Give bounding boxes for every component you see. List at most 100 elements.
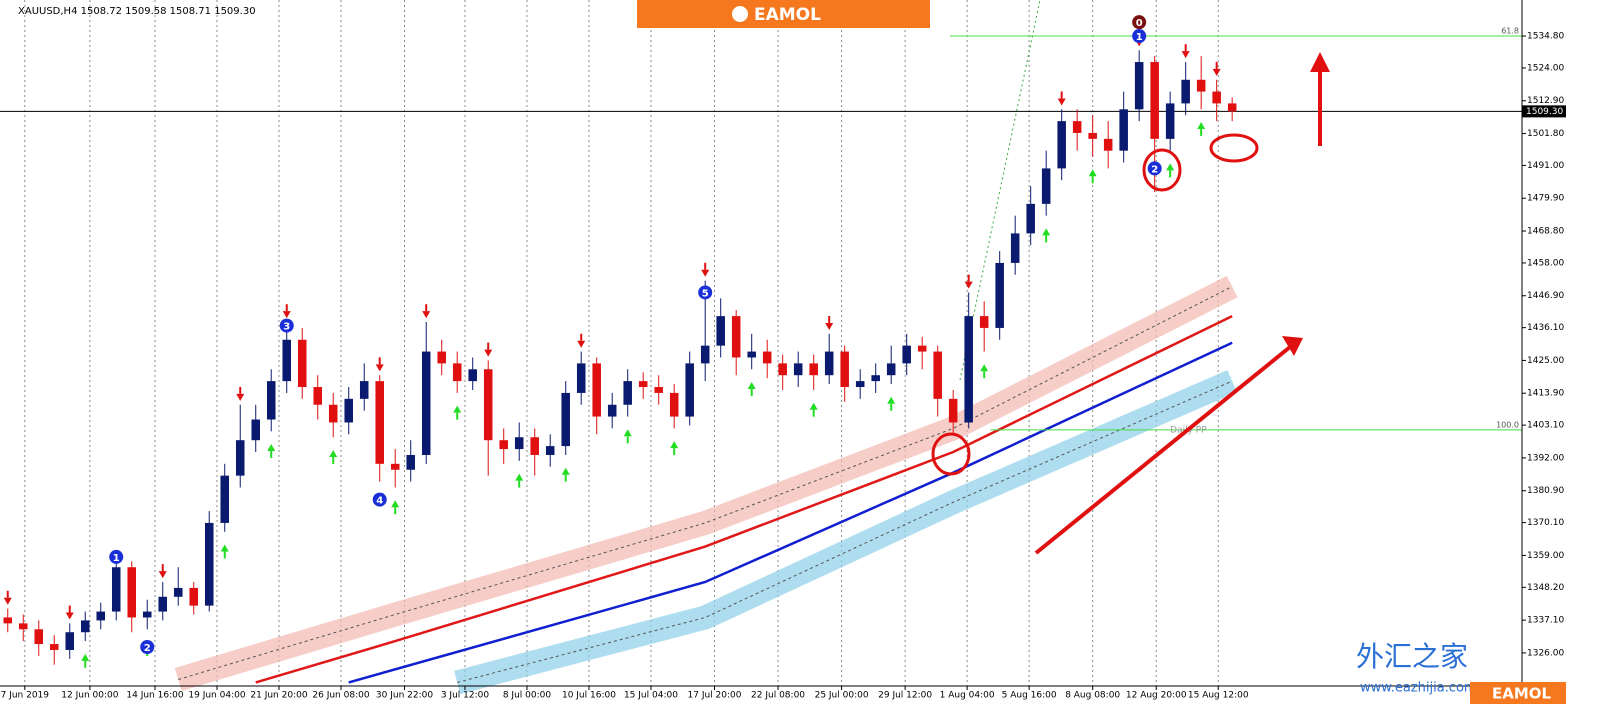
candle-body [886,363,896,376]
y-tick-label: 1403.10 [1527,421,1564,431]
wave-label: 5 [702,288,709,299]
candle-body [499,440,508,450]
annotations [931,52,1330,555]
candle-body [173,587,183,597]
trend-arrow [1034,345,1292,555]
y-tick-label: 1458.00 [1527,258,1564,268]
current-price-label: 1509.30 [1526,107,1563,117]
buy-arrow [809,402,818,410]
candle-body [313,387,322,405]
candle-body [34,629,44,645]
candle-body [1196,79,1206,92]
sell-arrow [577,340,586,348]
buy-arrow [453,405,462,413]
candle-body [871,375,880,382]
sell-arrow [282,311,291,319]
y-tick-label: 1491.00 [1527,161,1564,171]
candle-body [1150,62,1159,139]
watermark-brand-bg [1470,682,1566,704]
y-tick-label: 1446.90 [1527,291,1564,301]
candle-body [793,363,803,376]
y-tick-label: 1436.10 [1527,323,1564,333]
candle-body [390,463,400,470]
candle-body [700,345,710,364]
banner-logo [732,6,748,22]
candle-body [235,440,245,476]
buy-arrow [515,473,524,481]
buy-arrow [980,364,989,372]
candle-body [824,351,834,376]
x-tick-label: 12 Aug 20:00 [1126,691,1187,701]
highlight-circle [931,432,971,476]
watermark-url: www.eazhijia.com [1360,681,1477,696]
candle-body [96,611,106,621]
y-tick-label: 1479.90 [1527,194,1564,204]
indicator-line [348,341,1233,684]
y-tick-label: 1348.20 [1527,583,1564,593]
candle-body [189,587,198,606]
x-tick-label: 19 Jun 04:00 [188,691,245,701]
y-tick-label: 1524.00 [1527,63,1564,73]
wave-label: 4 [376,496,383,507]
x-tick-label: 1 Aug 04:00 [940,691,995,701]
candle-body [623,381,632,405]
candle-body [669,392,679,417]
sell-arrow [422,311,431,319]
current-price-box [1522,105,1566,118]
candle-body [840,351,849,388]
sell-arrow [3,597,12,605]
y-tick-label: 1468.80 [1527,227,1564,237]
candle-body [1227,103,1237,112]
y-tick-label: 1534.80 [1527,32,1564,42]
x-tick-label: 7 Jun 2019 [1,691,50,701]
x-tick-label: 12 Jun 00:00 [61,691,118,701]
candle-body [127,567,137,618]
candle-body [995,262,1004,328]
highlight-circle [1142,148,1182,192]
candle-body [18,623,28,630]
candle-body [1041,168,1051,204]
candle-body [251,419,260,441]
candle-body [638,381,648,388]
wave-marker [1132,15,1147,30]
buy-arrow [1197,122,1206,130]
wave-label: 1 [1136,32,1143,43]
x-tick-label: 30 Jun 22:00 [376,691,433,701]
y-tick-label: 1326.00 [1527,648,1564,658]
chart-title: XAUUSD,H4 1508.72 1509.58 1508.71 1509.3… [18,6,256,17]
indicator-line [255,314,1233,684]
sell-arrow [1057,98,1066,106]
candle-body [1134,62,1144,110]
buy-arrow [81,653,90,661]
x-tick-label: 5 Aug 16:00 [1002,691,1057,701]
candle-body [3,617,13,624]
sell-arrow [825,322,834,330]
candle-body [452,363,462,382]
candle-body [437,351,446,364]
candle-body [917,345,927,352]
candle-body [297,339,307,388]
x-tick-label: 14 Jun 16:00 [126,691,183,701]
buy-arrow [267,444,276,452]
wave-marker [279,318,294,333]
indicator-band-center [178,286,1233,680]
candle-body [204,522,214,606]
candle-body [685,363,694,417]
buy-arrow [1042,228,1051,236]
candle-body [902,345,911,364]
y-tick-label: 1370.10 [1527,518,1564,528]
x-tick-label: 8 Aug 08:00 [1065,691,1120,701]
level-label: 100.0 [1496,420,1519,429]
candle-body [344,398,353,423]
wave-label: 2 [1151,164,1158,175]
y-tick-label: 1425.00 [1527,356,1564,366]
buy-arrow [670,441,679,449]
candle-body [530,437,539,455]
candle-body [1165,103,1175,139]
candle-body [731,316,741,358]
watermark-brand: EAMOL [1492,685,1552,703]
candle-body [328,404,338,423]
candle-body [747,351,756,358]
